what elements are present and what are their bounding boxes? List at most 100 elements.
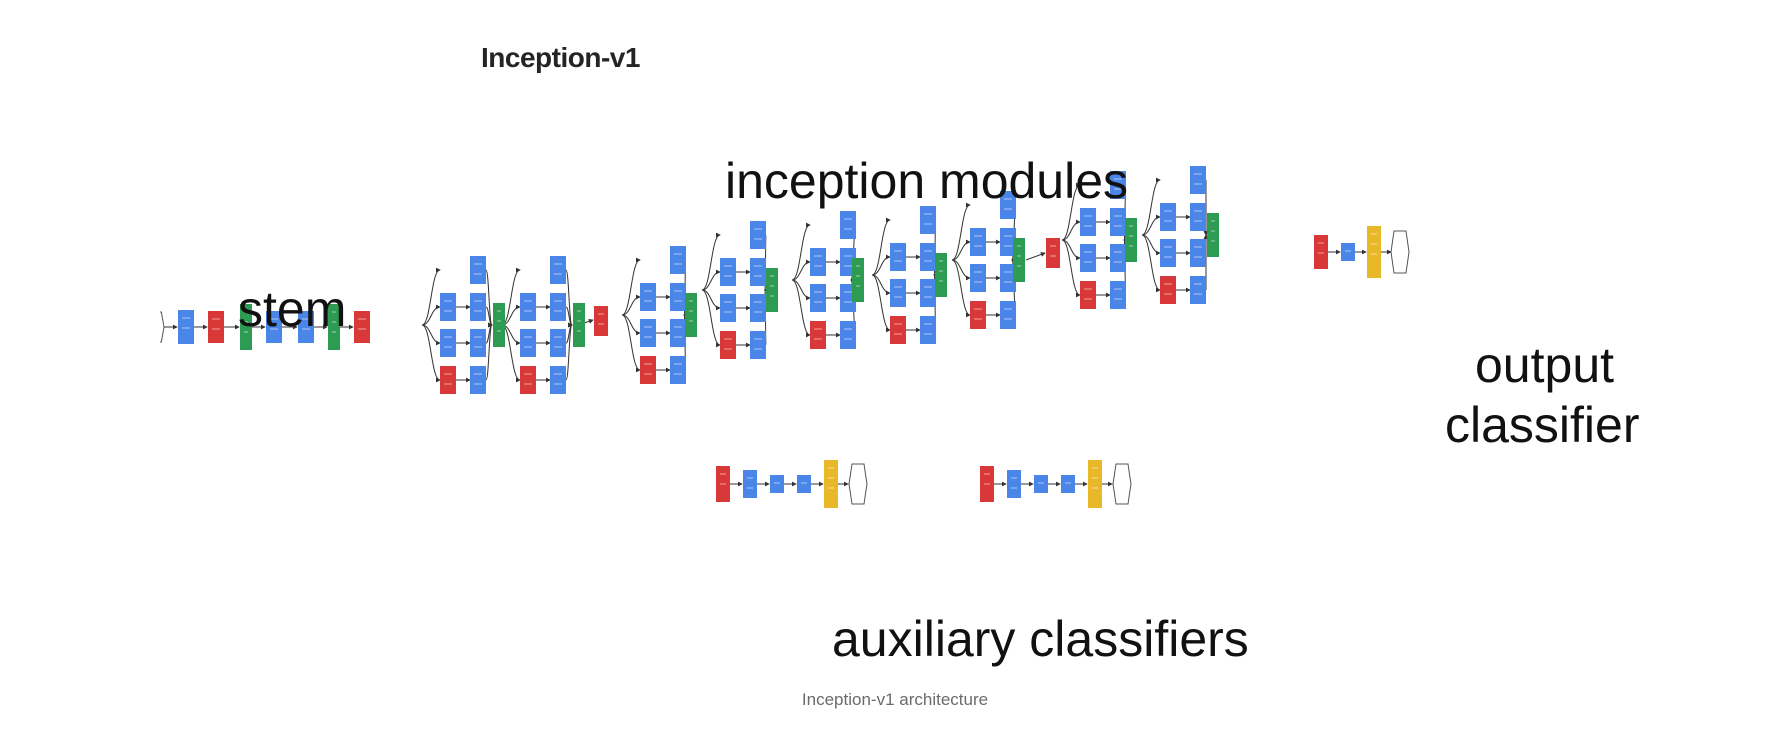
conv-block xyxy=(1110,171,1126,199)
label-stem: stem xyxy=(238,281,347,337)
label-output-classifier-line1: output xyxy=(1475,337,1615,393)
diagram-edge xyxy=(1061,182,1081,241)
concat-block xyxy=(1125,218,1137,262)
conv-block xyxy=(550,329,566,357)
pool-block xyxy=(520,366,536,394)
diagram-edge xyxy=(421,267,441,326)
conv-block xyxy=(640,283,656,311)
architecture-diagram: stem inception modules output classifier… xyxy=(160,120,1670,690)
diagram-edge xyxy=(1141,214,1161,236)
conv-block xyxy=(670,283,686,311)
stem-layer-block xyxy=(178,310,194,344)
diagram-edge xyxy=(421,304,441,326)
conv-block xyxy=(550,256,566,284)
aux-fc-block xyxy=(770,475,784,493)
aux-fc-block xyxy=(1061,475,1075,493)
diagram-edge xyxy=(621,294,641,316)
conv-block xyxy=(840,321,856,349)
diagram-edge xyxy=(485,322,493,381)
stem-layer-block xyxy=(328,304,340,350)
conv-block xyxy=(840,211,856,239)
output-node xyxy=(1390,230,1410,274)
aux-fc-block xyxy=(797,475,811,493)
pool-block xyxy=(640,356,656,384)
conv-block xyxy=(1160,239,1176,267)
conv-block xyxy=(470,256,486,284)
diagram-edge xyxy=(871,274,891,333)
pool-block xyxy=(970,301,986,329)
concat-block xyxy=(1013,238,1025,282)
concat-block xyxy=(935,253,947,297)
conv-block xyxy=(890,279,906,307)
label-inception-modules: inception modules xyxy=(725,153,1129,209)
diagram-edge xyxy=(791,222,811,281)
conv-block xyxy=(550,293,566,321)
label-auxiliary-classifiers: auxiliary classifiers xyxy=(832,611,1249,667)
aux-output-node xyxy=(848,463,868,505)
fc-block xyxy=(1341,243,1355,261)
softmax-block xyxy=(1367,226,1381,278)
conv-block xyxy=(1000,228,1016,256)
conv-block xyxy=(1000,301,1016,329)
stem-layer-block xyxy=(354,311,370,343)
conv-block xyxy=(810,284,826,312)
aux-output-node xyxy=(1112,463,1132,505)
conv-block xyxy=(890,243,906,271)
diagram-edge xyxy=(871,254,891,276)
conv-block xyxy=(920,243,936,271)
conv-block xyxy=(970,228,986,256)
conv-block xyxy=(750,221,766,249)
figure-caption: Inception-v1 architecture xyxy=(801,690,989,709)
diagram-edge xyxy=(791,259,811,281)
pool-block xyxy=(1160,276,1176,304)
aux-conv-block xyxy=(1007,470,1021,498)
conv-block xyxy=(750,258,766,286)
conv-block xyxy=(1160,203,1176,231)
conv-block xyxy=(970,264,986,292)
pool-block xyxy=(594,306,608,336)
conv-block xyxy=(720,258,736,286)
conv-block xyxy=(1110,244,1126,272)
concat-block xyxy=(573,303,585,347)
diagram-edge xyxy=(421,324,441,383)
conv-block xyxy=(1080,208,1096,236)
page-heading: Inception-v1 xyxy=(481,42,640,73)
conv-block xyxy=(470,366,486,394)
conv-block xyxy=(810,248,826,276)
label-output-classifier-line2: classifier xyxy=(1445,397,1640,453)
pool-block xyxy=(720,331,736,359)
conv-block xyxy=(1110,208,1126,236)
diagram-canvas xyxy=(160,166,1410,508)
diagram-edge xyxy=(621,257,641,316)
avg-pool-block xyxy=(1314,235,1328,269)
conv-block xyxy=(470,293,486,321)
conv-block xyxy=(640,319,656,347)
stem-layer-block xyxy=(240,304,252,350)
diagram-edge xyxy=(1025,252,1046,261)
concat-block xyxy=(685,293,697,337)
diagram-edge xyxy=(871,217,891,276)
concat-block xyxy=(493,303,505,347)
conv-block xyxy=(920,316,936,344)
diagram-edge xyxy=(701,289,721,348)
diagram-edge xyxy=(791,279,811,338)
diagram-edge xyxy=(1061,239,1081,298)
aux-softmax-block xyxy=(1088,460,1102,508)
diagram-edge xyxy=(1061,219,1081,241)
input-node xyxy=(160,311,165,343)
conv-block xyxy=(670,356,686,384)
pool-block xyxy=(810,321,826,349)
conv-block xyxy=(1190,166,1206,194)
conv-block xyxy=(550,366,566,394)
pool-block xyxy=(1046,238,1060,268)
diagram-edge xyxy=(565,322,573,381)
concat-block xyxy=(766,268,778,312)
conv-block xyxy=(520,329,536,357)
diagram-edge xyxy=(701,269,721,291)
conv-block xyxy=(720,294,736,322)
conv-block xyxy=(1000,264,1016,292)
conv-block xyxy=(1190,276,1206,304)
diagram-edge xyxy=(951,239,971,261)
concat-block xyxy=(1207,213,1219,257)
diagram-edge xyxy=(1141,234,1161,293)
